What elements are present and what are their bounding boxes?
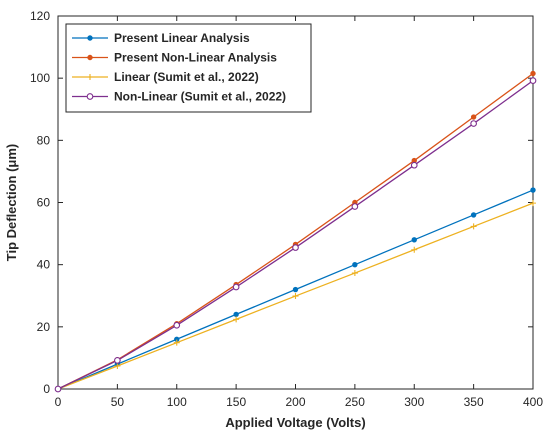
legend-box bbox=[65, 23, 312, 113]
data-point bbox=[351, 203, 359, 210]
x-tick-label: 100 bbox=[167, 395, 187, 409]
y-tick-label: 40 bbox=[37, 258, 51, 272]
data-point bbox=[173, 321, 181, 329]
data-point bbox=[173, 339, 180, 346]
legend-label: Non-Linear (Sumit et al., 2022) bbox=[114, 90, 286, 104]
data-point bbox=[470, 223, 477, 230]
legend-marker bbox=[87, 35, 93, 41]
data-point bbox=[470, 212, 477, 218]
data-point bbox=[54, 385, 62, 393]
data-point bbox=[292, 244, 299, 251]
legend-label: Linear (Sumit et al., 2022) bbox=[114, 70, 259, 84]
legend-entry: Present Linear Analysis bbox=[72, 31, 250, 45]
data-point bbox=[292, 286, 299, 293]
legend-entry: Present Non-Linear Analysis bbox=[72, 51, 277, 65]
data-point bbox=[529, 77, 537, 85]
y-tick-label: 0 bbox=[43, 382, 50, 396]
y-tick-label: 80 bbox=[37, 133, 51, 147]
x-tick-label: 350 bbox=[464, 395, 484, 409]
data-point bbox=[352, 261, 358, 268]
x-axis-title: Applied Voltage (Volts) bbox=[225, 415, 365, 430]
data-point bbox=[114, 357, 121, 364]
x-tick-label: 150 bbox=[226, 395, 246, 409]
y-axis-title: Tip Deflection (μm) bbox=[4, 144, 19, 262]
x-tick-label: 400 bbox=[523, 395, 543, 409]
legend-marker bbox=[86, 93, 94, 100]
legend-marker bbox=[87, 74, 93, 80]
data-point bbox=[411, 246, 418, 253]
series-layer bbox=[54, 70, 537, 393]
data-point bbox=[292, 293, 299, 300]
data-point bbox=[114, 362, 121, 369]
data-point bbox=[470, 120, 477, 127]
legend-label: Present Non-Linear Analysis bbox=[114, 51, 277, 65]
series-4 bbox=[54, 77, 537, 393]
data-point bbox=[530, 200, 536, 207]
data-point bbox=[351, 270, 358, 277]
data-point bbox=[233, 311, 239, 318]
y-tick-label: 100 bbox=[30, 71, 50, 85]
legend: Present Linear Analysis Present Non-Linea… bbox=[65, 23, 312, 113]
x-tick-label: 300 bbox=[404, 395, 424, 409]
x-tick-label: 0 bbox=[55, 395, 62, 409]
y-tick-label: 120 bbox=[30, 9, 50, 23]
x-tick-label: 50 bbox=[111, 395, 125, 409]
data-point bbox=[530, 187, 536, 193]
legend-label: Present Linear Analysis bbox=[114, 31, 250, 45]
data-point bbox=[410, 161, 418, 169]
y-tick-label: 20 bbox=[37, 320, 51, 334]
data-point bbox=[470, 114, 477, 120]
x-tick-label: 200 bbox=[285, 395, 305, 409]
data-point bbox=[530, 70, 536, 77]
data-point bbox=[232, 283, 240, 291]
x-tick-label: 250 bbox=[345, 395, 365, 409]
axis-ticks: 0 50 100 150 200 250 300 350 400 0 20 40 60 80 100 120 bbox=[30, 9, 543, 409]
data-point bbox=[411, 237, 417, 243]
y-tick-label: 60 bbox=[37, 196, 51, 210]
legend-entry: Non-Linear (Sumit et al., 2022) bbox=[72, 90, 286, 104]
legend-marker bbox=[87, 54, 93, 61]
data-point bbox=[233, 316, 240, 323]
legend-entry: Linear (Sumit et al., 2022) bbox=[72, 70, 259, 84]
